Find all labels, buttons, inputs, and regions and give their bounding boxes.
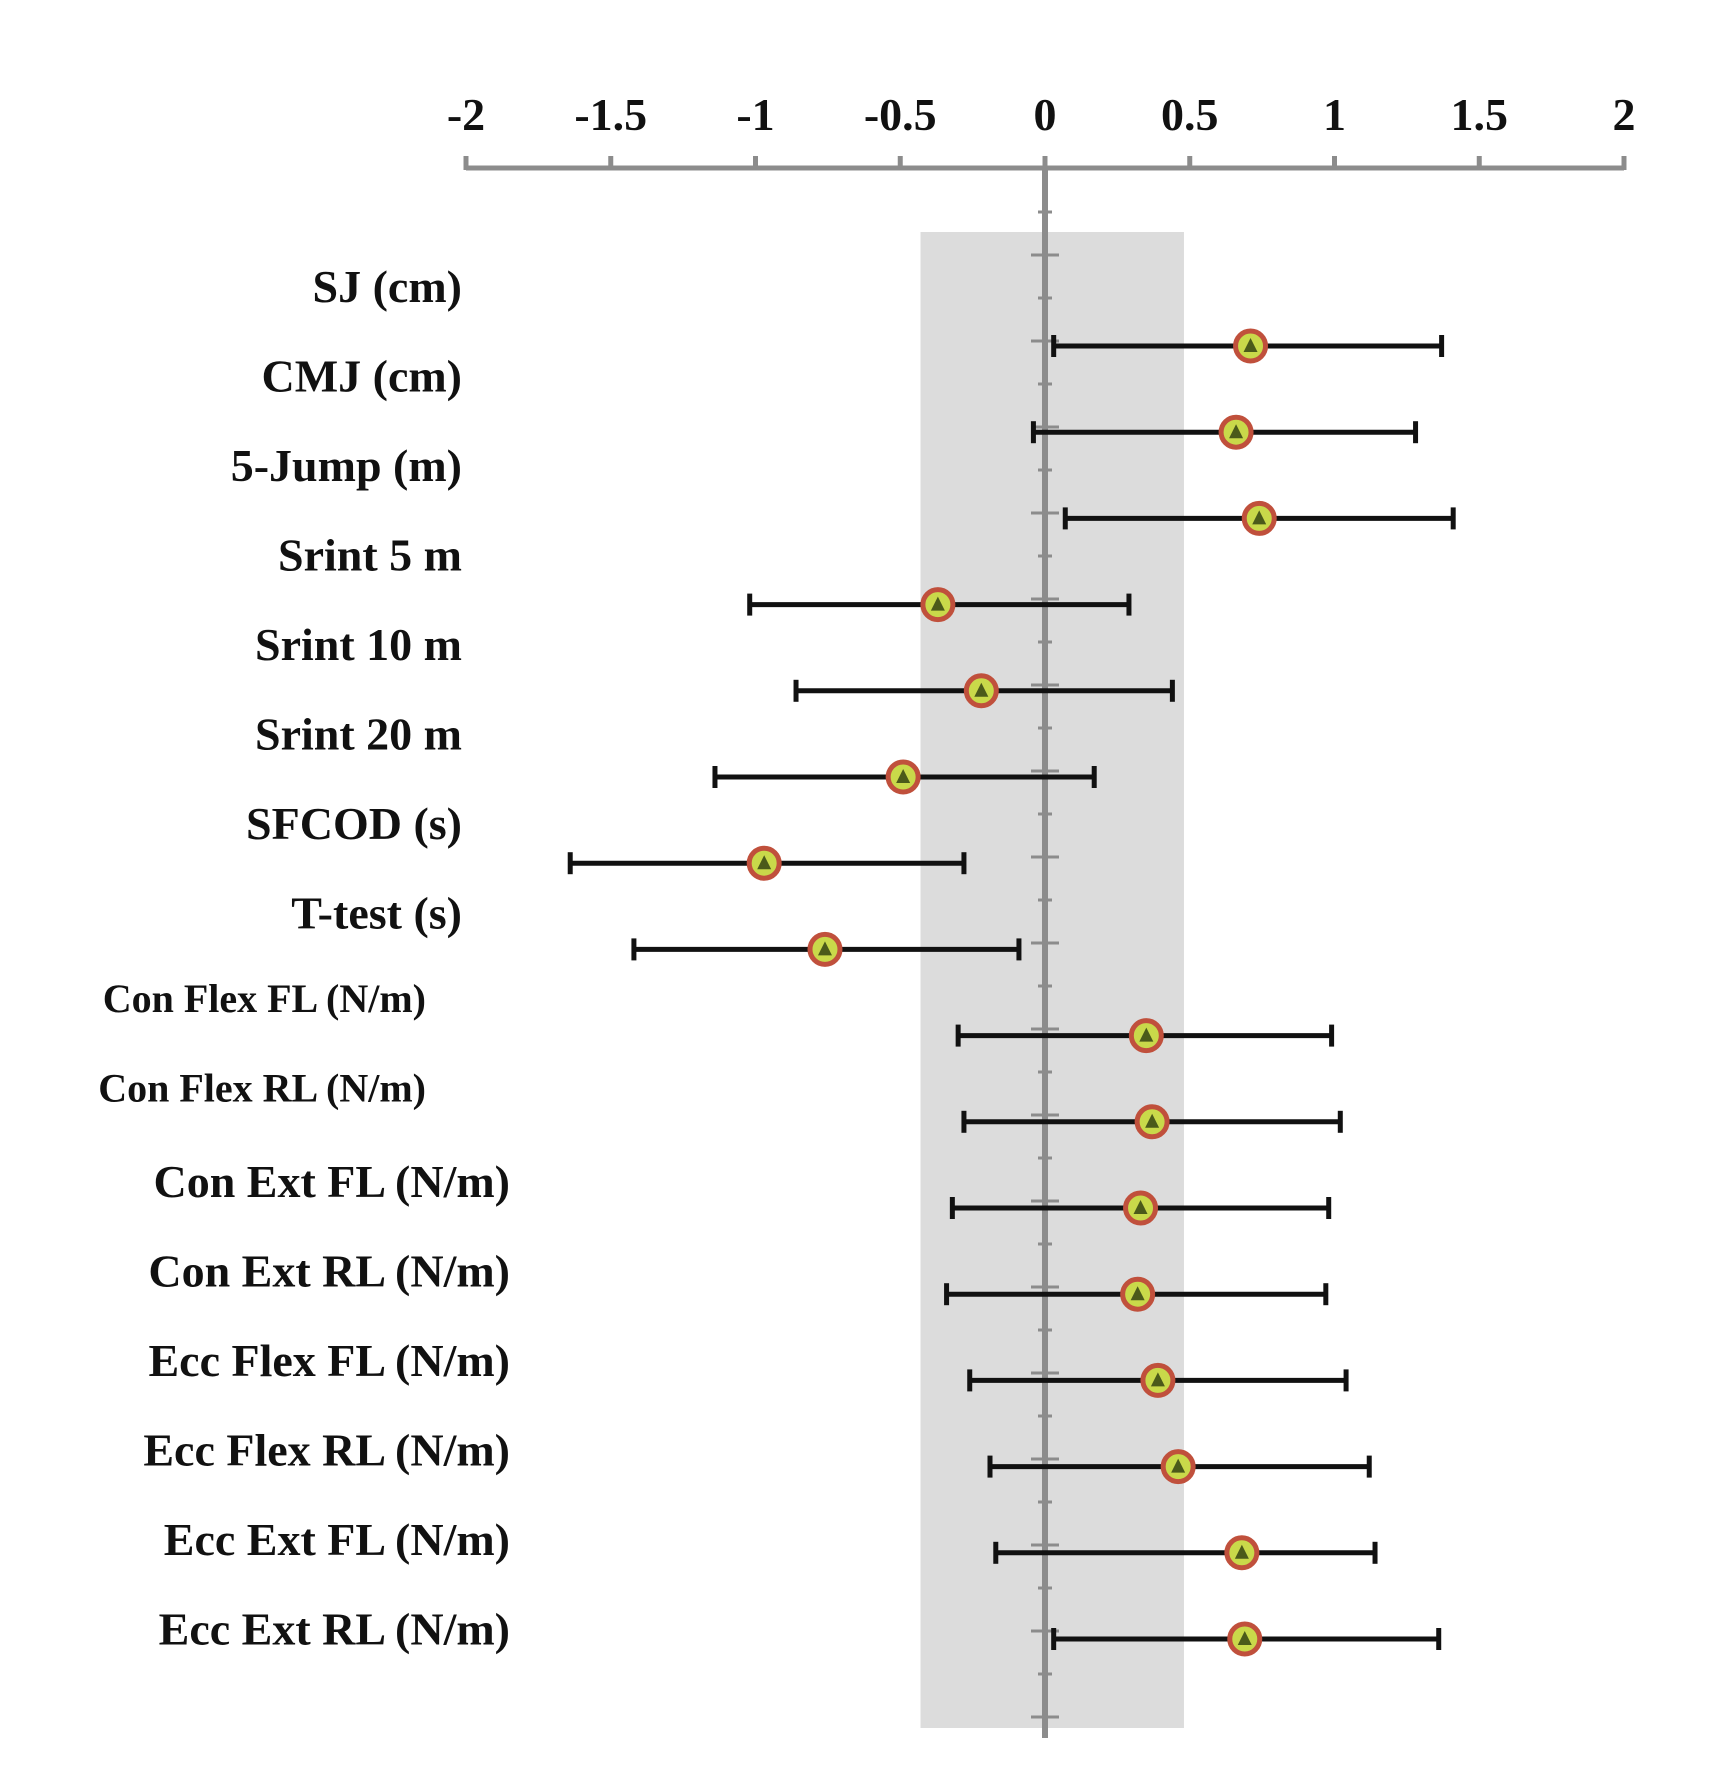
effect-marker bbox=[885, 759, 921, 795]
effect-marker bbox=[1224, 1535, 1260, 1571]
x-tick-label: -1 bbox=[736, 89, 774, 140]
triangle-marker-icon bbox=[1150, 1372, 1165, 1387]
row-label: Con Ext RL (N/m) bbox=[148, 1246, 510, 1297]
effect-marker bbox=[1123, 1190, 1159, 1226]
triangle-marker-icon bbox=[1130, 1286, 1145, 1301]
triangle-marker-icon bbox=[1243, 338, 1258, 352]
row-label: Con Flex FL (N/m) bbox=[103, 976, 426, 1021]
effect-marker bbox=[920, 587, 956, 623]
effect-marker bbox=[1227, 1621, 1263, 1657]
triangle-marker-icon bbox=[757, 855, 772, 870]
row-label: Srint 20 m bbox=[255, 709, 462, 760]
triangle-marker-icon bbox=[1133, 1200, 1148, 1214]
row-label: Ecc Ext FL (N/m) bbox=[164, 1514, 510, 1565]
triangle-marker-icon bbox=[1145, 1113, 1160, 1128]
effect-marker bbox=[1120, 1276, 1156, 1312]
triangle-marker-icon bbox=[896, 769, 911, 783]
triangle-marker-icon bbox=[974, 682, 989, 697]
effect-marker bbox=[1134, 1104, 1170, 1140]
effect-marker bbox=[1140, 1362, 1176, 1398]
row-label: Con Flex RL (N/m) bbox=[98, 1066, 426, 1111]
x-tick-label: 1.5 bbox=[1451, 89, 1509, 140]
row-label: Srint 5 m bbox=[278, 530, 462, 581]
effect-marker bbox=[1233, 328, 1269, 364]
triangle-marker-icon bbox=[1234, 1544, 1249, 1559]
triangle-marker-icon bbox=[930, 596, 945, 611]
effect-marker bbox=[807, 931, 843, 967]
row-label: Srint 10 m bbox=[255, 619, 462, 670]
x-tick-label: -1.5 bbox=[574, 89, 647, 140]
effect-marker bbox=[963, 673, 999, 709]
row-label: Ecc Flex RL (N/m) bbox=[143, 1425, 510, 1476]
effect-marker bbox=[1128, 1018, 1164, 1054]
triangle-marker-icon bbox=[1237, 1631, 1252, 1645]
row-label: T-test (s) bbox=[291, 888, 462, 939]
effect-marker bbox=[1241, 500, 1277, 536]
effect-marker bbox=[1218, 414, 1254, 450]
reference-band bbox=[920, 232, 1184, 1728]
row-label: 5-Jump (m) bbox=[231, 440, 462, 491]
x-tick-label: -0.5 bbox=[864, 89, 937, 140]
row-label: Con Ext FL (N/m) bbox=[154, 1156, 511, 1207]
row-label: SFCOD (s) bbox=[246, 798, 462, 849]
row-label: Ecc Flex FL (N/m) bbox=[148, 1335, 510, 1386]
x-tick-label: 1 bbox=[1323, 89, 1346, 140]
x-tick-label: 0.5 bbox=[1161, 89, 1219, 140]
triangle-marker-icon bbox=[1171, 1458, 1186, 1473]
effect-marker bbox=[1160, 1449, 1196, 1485]
x-tick-label: -2 bbox=[447, 89, 485, 140]
triangle-marker-icon bbox=[1252, 510, 1267, 525]
row-label: Ecc Ext RL (N/m) bbox=[159, 1604, 510, 1655]
row-label: CMJ (cm) bbox=[261, 351, 462, 402]
effect-marker bbox=[746, 845, 782, 881]
x-tick-label: 2 bbox=[1613, 89, 1636, 140]
row-label: SJ (cm) bbox=[313, 261, 462, 312]
x-tick-label: 0 bbox=[1034, 89, 1057, 140]
triangle-marker-icon bbox=[817, 941, 832, 956]
triangle-marker-icon bbox=[1139, 1027, 1154, 1042]
triangle-marker-icon bbox=[1229, 424, 1244, 439]
